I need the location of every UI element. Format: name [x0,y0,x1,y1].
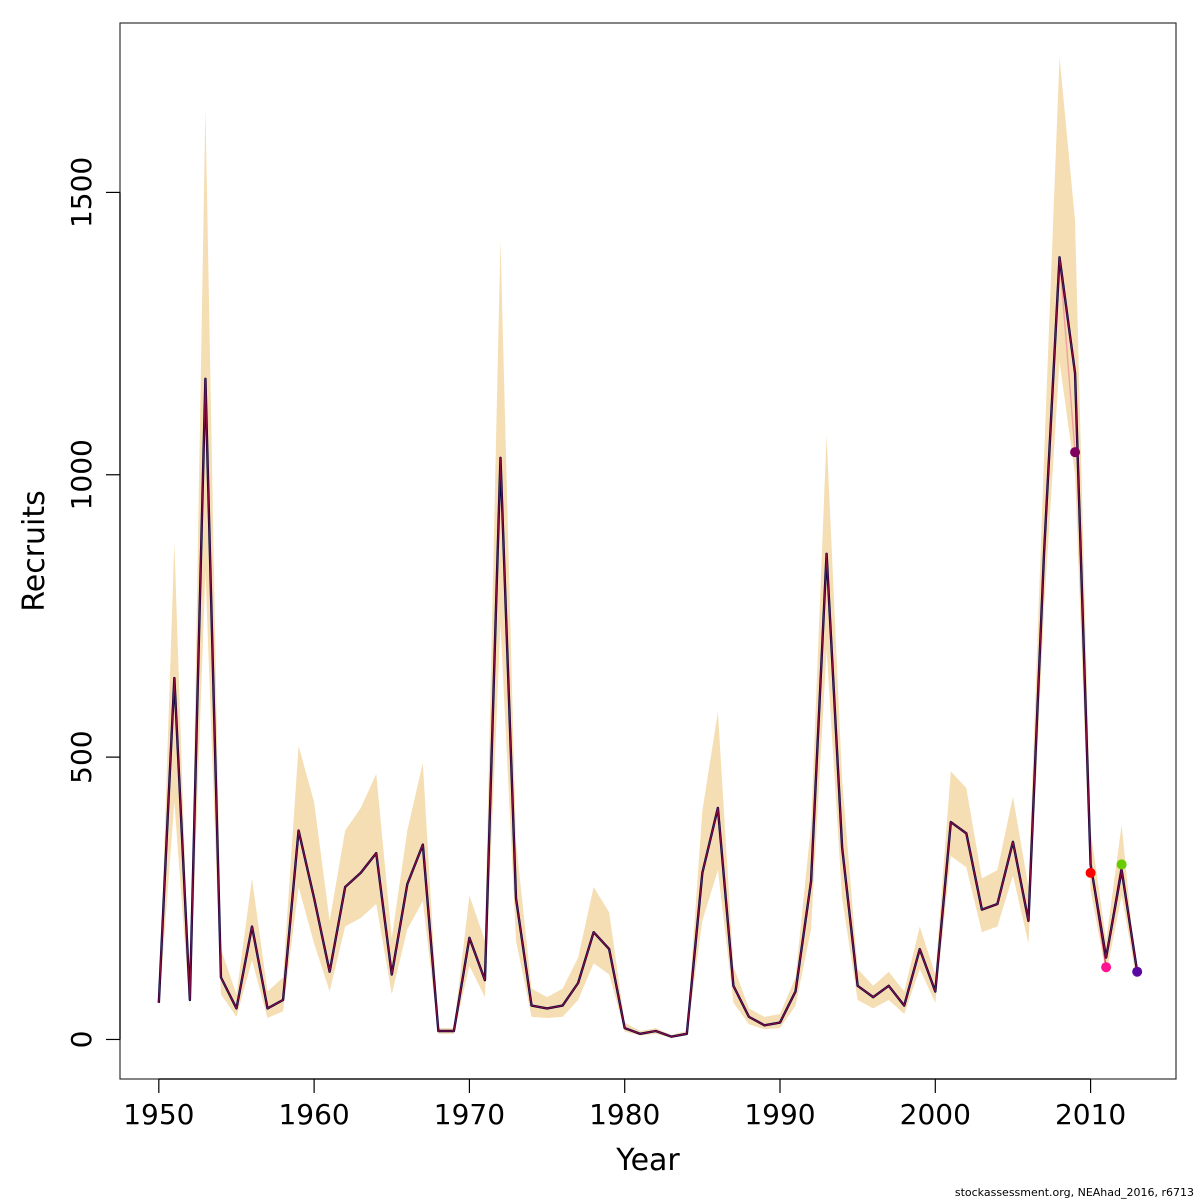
y-axis: 0 500 1000 1500 [65,157,121,1049]
x-tick-label: 1950 [123,1098,194,1131]
terminal-point [1116,859,1127,870]
retro-line [158,256,1076,1038]
retro-terminal-points [1070,447,1143,977]
y-tick-label: 0 [65,1031,98,1049]
x-tick-label: 1960 [278,1098,349,1131]
plot-frame [119,22,1177,1080]
x-tick-label: 1970 [434,1098,505,1131]
terminal-point [1101,962,1112,973]
y-axis-title: Recruits [17,490,52,612]
terminal-point [1070,447,1081,458]
recruits-line [157,256,1139,1038]
y-tick-label: 1000 [65,439,98,510]
x-axis: 1950 1960 1970 1980 1990 2000 2010 [123,1078,1126,1131]
x-tick-label: 1980 [589,1098,660,1131]
y-tick-label: 1500 [65,157,98,228]
retro-line [158,256,1107,1038]
terminal-point [1132,966,1143,977]
y-tick-label: 500 [65,730,98,783]
x-tick-label: 2010 [1055,1098,1126,1131]
x-tick-label: 1990 [744,1098,815,1131]
retro-line [158,256,1123,1038]
confidence-band [158,56,1138,1038]
footer-annotation: stockassessment.org, NEAhad_2016, r6713 [955,1186,1194,1199]
x-tick-label: 2000 [900,1098,971,1131]
x-axis-title: Year [615,1143,680,1178]
recruits-series-overlay [158,256,1138,1038]
band-area [158,56,1138,1038]
terminal-point [1085,867,1096,878]
retro-line [158,256,1092,1038]
